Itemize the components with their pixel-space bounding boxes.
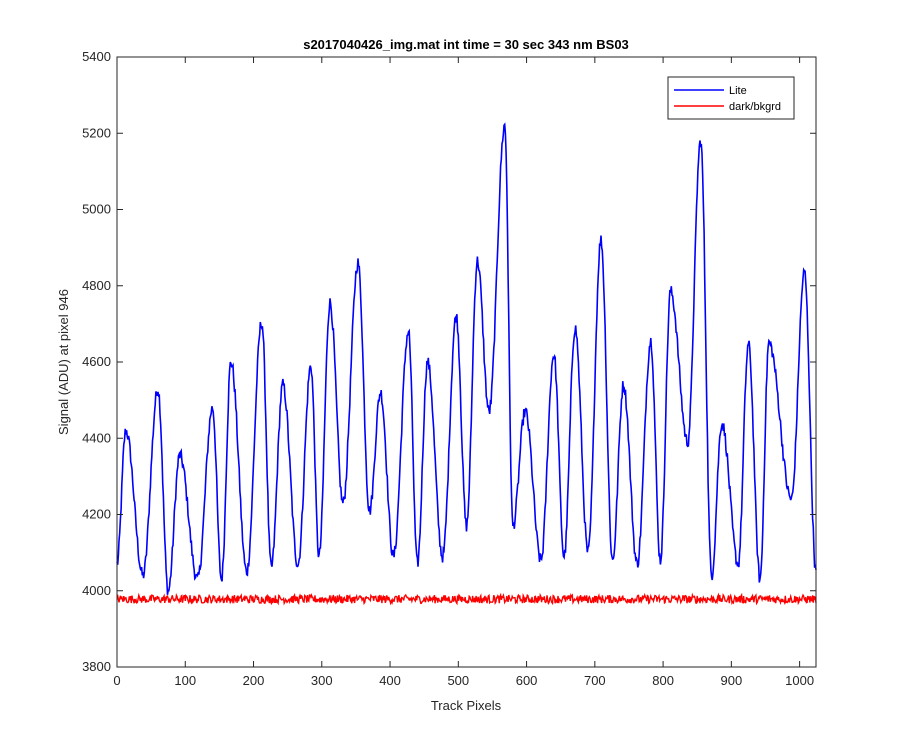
x-tick-label: 100 (174, 673, 196, 688)
series-line-lite (116, 122, 817, 595)
y-tick-label: 5000 (82, 202, 111, 217)
plot-area (117, 57, 816, 667)
x-tick-label: 600 (516, 673, 538, 688)
y-tick-label: 4600 (82, 354, 111, 369)
x-tick-label: 300 (311, 673, 333, 688)
y-tick-label: 5200 (82, 125, 111, 140)
y-tick-label: 5400 (82, 49, 111, 64)
axes-layer: 0 100 200 300 400 500 600 700 800 900 1000 3800 4000… (82, 49, 817, 688)
y-tick-label: 3800 (82, 659, 111, 674)
series-line-dark-bkgrd (116, 592, 817, 606)
x-tick-label: 1000 (785, 673, 814, 688)
legend-label: dark/bkgrd (729, 101, 781, 113)
x-tick-label: 800 (652, 673, 674, 688)
series-layer (116, 122, 817, 606)
legend: Lite dark/bkgrd (667, 76, 795, 120)
x-tick-label: 0 (113, 673, 120, 688)
x-tick-label: 700 (584, 673, 606, 688)
y-tick-label: 4400 (82, 430, 111, 445)
y-tick-label: 4000 (82, 583, 111, 598)
legend-box (667, 76, 795, 120)
y-tick-label: 4800 (82, 278, 111, 293)
chart-title: s2017040426_img.mat int time = 30 sec 34… (303, 37, 629, 52)
x-tick-label: 200 (243, 673, 265, 688)
x-tick-label: 500 (447, 673, 469, 688)
legend-label: Lite (729, 85, 747, 97)
x-axis-label: Track Pixels (431, 698, 502, 713)
x-tick-label: 400 (379, 673, 401, 688)
x-tick-label: 900 (721, 673, 743, 688)
y-tick-label: 4200 (82, 507, 111, 522)
y-axis-label: Signal (ADU) at pixel 946 (56, 289, 71, 435)
